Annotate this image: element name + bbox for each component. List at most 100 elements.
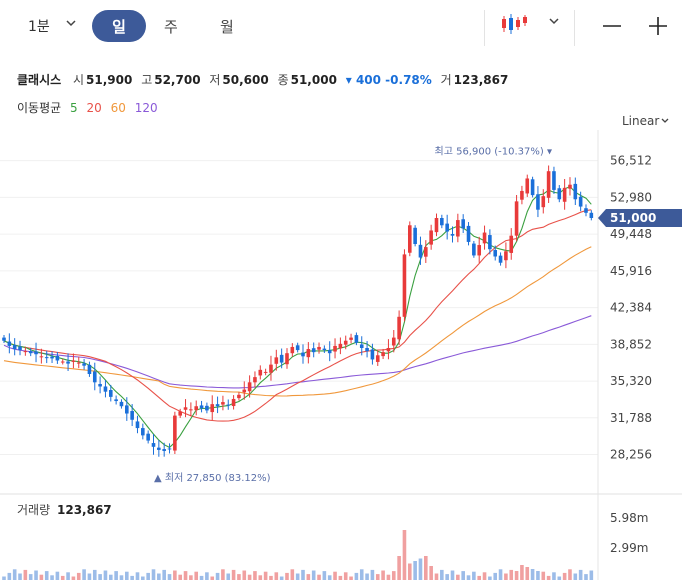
candle-body[interactable] bbox=[552, 171, 556, 190]
candle-body[interactable] bbox=[530, 179, 535, 196]
candle-body[interactable] bbox=[386, 348, 391, 352]
candle-body[interactable] bbox=[338, 343, 343, 349]
candle-body[interactable] bbox=[397, 316, 401, 340]
candle-body[interactable] bbox=[151, 443, 156, 447]
candle-body[interactable] bbox=[183, 407, 188, 410]
candle-body[interactable] bbox=[445, 223, 449, 232]
candle-body[interactable] bbox=[424, 247, 428, 257]
candle-body[interactable] bbox=[130, 411, 134, 420]
candle-body[interactable] bbox=[482, 232, 487, 244]
candle-body[interactable] bbox=[306, 349, 311, 358]
ma-5-label[interactable]: 5 bbox=[70, 101, 78, 115]
candle-body[interactable] bbox=[429, 230, 433, 245]
chevron-down-icon[interactable] bbox=[660, 116, 670, 126]
candle-body[interactable] bbox=[237, 394, 241, 399]
candle-body[interactable] bbox=[66, 361, 70, 364]
candle-body[interactable] bbox=[536, 194, 540, 210]
candle-body[interactable] bbox=[343, 340, 348, 345]
candle-body[interactable] bbox=[178, 411, 182, 416]
candle-body[interactable] bbox=[114, 399, 118, 402]
candle-body[interactable] bbox=[108, 390, 113, 397]
candle-body[interactable] bbox=[173, 415, 177, 451]
candle-body[interactable] bbox=[242, 389, 247, 393]
ma-60-label[interactable]: 60 bbox=[110, 101, 126, 115]
candle-body[interactable] bbox=[50, 356, 54, 359]
candlestick-icon[interactable] bbox=[500, 12, 530, 38]
candle-body[interactable] bbox=[440, 218, 444, 226]
candle-body[interactable] bbox=[498, 255, 503, 263]
candle-body[interactable] bbox=[317, 346, 321, 350]
candle-body[interactable] bbox=[456, 220, 460, 237]
candle-body[interactable] bbox=[194, 406, 199, 411]
candle-body[interactable] bbox=[263, 371, 268, 373]
candle-body[interactable] bbox=[488, 235, 492, 250]
candle-body[interactable] bbox=[359, 344, 364, 348]
tab-month[interactable]: 월 bbox=[220, 18, 234, 36]
candle-body[interactable] bbox=[370, 349, 375, 360]
candle-body[interactable] bbox=[141, 428, 145, 436]
candle-body[interactable] bbox=[87, 364, 92, 374]
candle-body[interactable] bbox=[584, 208, 588, 213]
tab-day[interactable]: 일 bbox=[92, 10, 146, 42]
candle-body[interactable] bbox=[402, 254, 407, 317]
candle-body[interactable] bbox=[210, 404, 215, 413]
candle-body[interactable] bbox=[301, 352, 305, 357]
candle-body[interactable] bbox=[44, 357, 49, 359]
candle-body[interactable] bbox=[285, 353, 289, 365]
candle-body[interactable] bbox=[162, 449, 166, 451]
candle-body[interactable] bbox=[34, 351, 38, 355]
tab-week[interactable]: 주 bbox=[164, 18, 178, 36]
ma-20-label[interactable]: 20 bbox=[86, 101, 102, 115]
candle-body[interactable] bbox=[295, 345, 300, 351]
candle-body[interactable] bbox=[215, 404, 220, 407]
candle-body[interactable] bbox=[12, 345, 17, 350]
candle-body[interactable] bbox=[18, 346, 22, 351]
candle-body[interactable] bbox=[514, 201, 519, 236]
candle-body[interactable] bbox=[82, 363, 86, 366]
candle-body[interactable] bbox=[103, 386, 108, 392]
zoom-in-icon[interactable] bbox=[646, 14, 670, 38]
candle-body[interactable] bbox=[135, 421, 140, 429]
candle-body[interactable] bbox=[461, 219, 465, 229]
candle-body[interactable] bbox=[349, 337, 353, 340]
candle-body[interactable] bbox=[568, 184, 572, 189]
candle-body[interactable] bbox=[311, 348, 316, 353]
candle-body[interactable] bbox=[157, 447, 161, 450]
candle-body[interactable] bbox=[205, 405, 209, 411]
candle-body[interactable] bbox=[189, 409, 193, 411]
candle-body[interactable] bbox=[477, 245, 482, 256]
candle-body[interactable] bbox=[327, 350, 332, 354]
candle-body[interactable] bbox=[557, 188, 562, 200]
candle-body[interactable] bbox=[167, 448, 172, 450]
candle-body[interactable] bbox=[322, 348, 327, 351]
candle-body[interactable] bbox=[23, 351, 28, 353]
candle-body[interactable] bbox=[98, 383, 102, 387]
candle-body[interactable] bbox=[39, 356, 44, 358]
candle-body[interactable] bbox=[119, 401, 124, 407]
candle-body[interactable] bbox=[413, 227, 417, 244]
candle-body[interactable] bbox=[493, 250, 498, 257]
ma-120-label[interactable]: 120 bbox=[134, 101, 158, 115]
candle-body[interactable] bbox=[520, 190, 524, 200]
candle-body[interactable] bbox=[450, 234, 455, 236]
scale-select[interactable]: Linear bbox=[622, 114, 660, 128]
candle-body[interactable] bbox=[466, 225, 471, 242]
candle-body[interactable] bbox=[407, 225, 412, 253]
candle-body[interactable] bbox=[125, 405, 129, 414]
candle-body[interactable] bbox=[525, 178, 530, 194]
candle-body[interactable] bbox=[333, 345, 337, 352]
candle-body[interactable] bbox=[253, 377, 257, 383]
candle-body[interactable] bbox=[269, 364, 273, 373]
candle-body[interactable] bbox=[541, 196, 546, 208]
candle-body[interactable] bbox=[199, 405, 204, 409]
candle-body[interactable] bbox=[354, 335, 359, 343]
candle-body[interactable] bbox=[434, 218, 439, 233]
candle-body[interactable] bbox=[221, 402, 225, 405]
candle-body[interactable] bbox=[279, 354, 284, 363]
candle-body[interactable] bbox=[472, 243, 476, 256]
candle-body[interactable] bbox=[76, 362, 81, 364]
candle-body[interactable] bbox=[418, 244, 423, 258]
candle-body[interactable] bbox=[258, 369, 263, 376]
candle-body[interactable] bbox=[391, 337, 396, 346]
